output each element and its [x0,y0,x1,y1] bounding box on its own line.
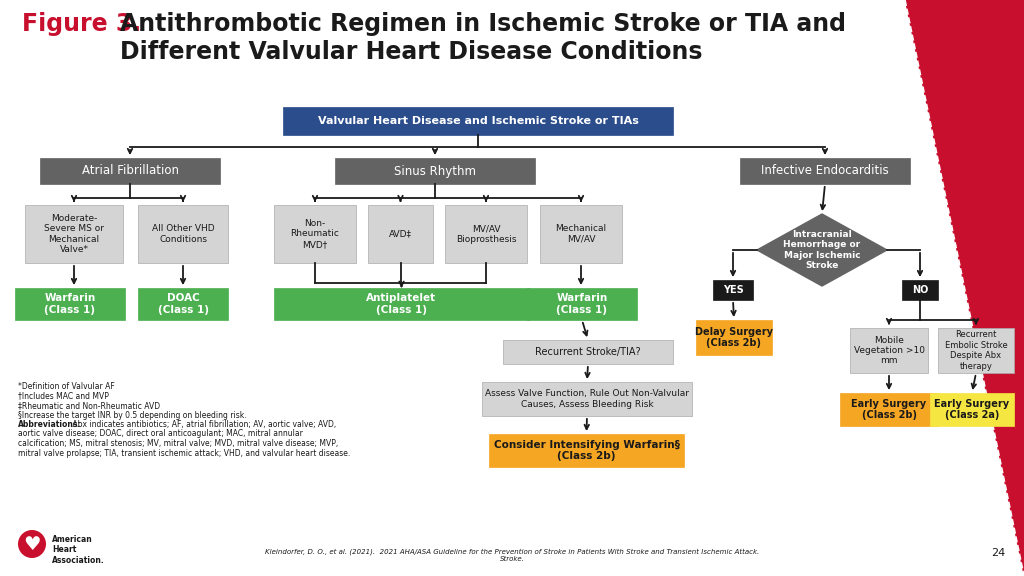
Text: AVD‡: AVD‡ [389,229,412,238]
Text: Abbreviations:: Abbreviations: [18,420,82,429]
Text: aortic valve disease; DOAC, direct oral anticoagulant; MAC, mitral annular: aortic valve disease; DOAC, direct oral … [18,430,303,438]
Text: Mechanical
MV/AV: Mechanical MV/AV [555,224,606,244]
Text: MV/AV
Bioprosthesis: MV/AV Bioprosthesis [456,224,516,244]
Text: All Other VHD
Conditions: All Other VHD Conditions [152,224,214,244]
FancyBboxPatch shape [850,328,928,373]
Text: *Definition of Valvular AF: *Definition of Valvular AF [18,382,115,391]
Text: ♥: ♥ [24,535,41,554]
Text: Intracranial
Hemorrhage or
Major Ischemic
Stroke: Intracranial Hemorrhage or Major Ischemi… [783,230,860,270]
FancyBboxPatch shape [489,434,684,467]
FancyBboxPatch shape [274,205,356,263]
Polygon shape [905,0,1024,576]
Text: Early Surgery
(Class 2b): Early Surgery (Class 2b) [851,399,927,420]
FancyBboxPatch shape [938,328,1014,373]
FancyBboxPatch shape [540,205,622,263]
FancyBboxPatch shape [445,205,527,263]
Text: calcification; MS, mitral stenosis; MV, mitral valve; MVD, mitral valve disease;: calcification; MS, mitral stenosis; MV, … [18,439,338,448]
Text: Recurrent
Embolic Stroke
Despite Abx
therapy: Recurrent Embolic Stroke Despite Abx the… [944,331,1008,370]
Text: §Increase the target INR by 0.5 depending on bleeding risk.: §Increase the target INR by 0.5 dependin… [18,411,247,419]
Text: Recurrent Stroke/TIA?: Recurrent Stroke/TIA? [536,347,641,357]
Text: American
Heart
Association.: American Heart Association. [52,535,104,565]
FancyBboxPatch shape [283,107,673,135]
FancyBboxPatch shape [25,205,123,263]
Polygon shape [757,214,887,286]
Text: mitral valve prolapse; TIA, transient ischemic attack; VHD, and valvular heart d: mitral valve prolapse; TIA, transient is… [18,449,350,457]
FancyBboxPatch shape [503,340,673,364]
Text: 24: 24 [991,548,1005,558]
FancyBboxPatch shape [274,288,529,320]
FancyBboxPatch shape [840,393,938,426]
Text: Valvular Heart Disease and Ischemic Stroke or TIAs: Valvular Heart Disease and Ischemic Stro… [317,116,638,126]
FancyBboxPatch shape [713,280,753,300]
FancyBboxPatch shape [696,320,772,355]
Text: Non-
Rheumatic
MVD†: Non- Rheumatic MVD† [291,219,339,249]
Text: Atrial Fibrillation: Atrial Fibrillation [82,165,178,177]
Text: Delay Surgery
(Class 2b): Delay Surgery (Class 2b) [695,327,773,348]
Text: †Includes MAC and MVP: †Includes MAC and MVP [18,392,109,400]
Text: Consider Intensifying Warfarin§
(Class 2b): Consider Intensifying Warfarin§ (Class 2… [494,439,680,461]
Text: DOAC
(Class 1): DOAC (Class 1) [158,293,209,315]
Text: NO: NO [911,285,928,295]
FancyBboxPatch shape [138,288,228,320]
FancyBboxPatch shape [335,158,535,184]
Text: Assess Valve Function, Rule Out Non-Valvular
Causes, Assess Bleeding Risk: Assess Valve Function, Rule Out Non-Valv… [485,389,689,409]
Text: Mobile
Vegetation >10
mm: Mobile Vegetation >10 mm [853,336,925,365]
Text: Figure 3.: Figure 3. [22,12,141,36]
FancyBboxPatch shape [482,382,692,416]
Text: Early Surgery
(Class 2a): Early Surgery (Class 2a) [935,399,1010,420]
FancyBboxPatch shape [40,158,220,184]
Text: Antithrombotic Regimen in Ischemic Stroke or TIA and
Different Valvular Heart Di: Antithrombotic Regimen in Ischemic Strok… [120,12,846,64]
FancyBboxPatch shape [930,393,1014,426]
Text: Warfarin
(Class 1): Warfarin (Class 1) [44,293,95,315]
Text: Antiplatelet
(Class 1): Antiplatelet (Class 1) [367,293,436,315]
FancyBboxPatch shape [138,205,228,263]
FancyBboxPatch shape [527,288,637,320]
Text: YES: YES [723,285,743,295]
FancyBboxPatch shape [740,158,910,184]
Circle shape [18,530,46,558]
Text: Kleindorfer, D. O., et al. (2021).  2021 AHA/ASA Guideline for the Prevention of: Kleindorfer, D. O., et al. (2021). 2021 … [265,548,759,562]
Text: Infective Endocarditis: Infective Endocarditis [761,165,889,177]
FancyBboxPatch shape [902,280,938,300]
Text: Moderate-
Severe MS or
Mechanical
Valve*: Moderate- Severe MS or Mechanical Valve* [44,214,104,254]
FancyBboxPatch shape [368,205,433,263]
Text: Sinus Rhythm: Sinus Rhythm [394,165,476,177]
FancyBboxPatch shape [15,288,125,320]
Text: Abx indicates antibiotics; AF, atrial fibrillation; AV, aortic valve; AVD,: Abx indicates antibiotics; AF, atrial fi… [70,420,336,429]
Text: ‡Rheumatic and Non-Rheumatic AVD: ‡Rheumatic and Non-Rheumatic AVD [18,401,160,410]
Text: Warfarin
(Class 1): Warfarin (Class 1) [556,293,607,315]
